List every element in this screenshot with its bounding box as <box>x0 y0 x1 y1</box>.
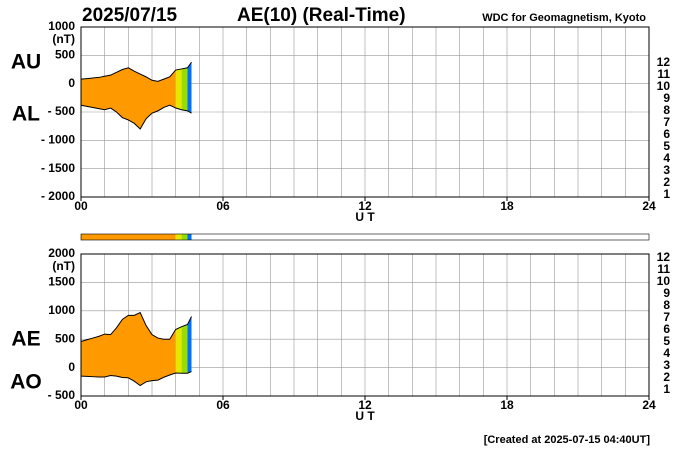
series-line <box>80 61 192 82</box>
x-tick-label: 18 <box>500 398 514 412</box>
x-tick-label: 18 <box>500 199 514 213</box>
legend-label: 4 <box>663 151 670 165</box>
x-tick-label: 06 <box>216 398 230 412</box>
legend-label: 11 <box>657 67 670 81</box>
y-tick-label: - 1500 <box>41 161 75 175</box>
y-tick-label: 500 <box>55 48 75 62</box>
date: 2025/07/15 <box>82 5 178 26</box>
legend-label: 6 <box>663 127 670 141</box>
series-line <box>80 371 192 387</box>
y-tick-label: 1000 <box>48 19 75 33</box>
coverage-strip <box>187 234 192 240</box>
source: WDC for Geomagnetism, Kyoto <box>482 12 646 24</box>
x-axis-label: U T <box>355 409 375 423</box>
coverage-strip <box>81 234 176 240</box>
title: AE(10) (Real-Time) <box>237 5 406 26</box>
y-tick-label: 0 <box>68 360 75 374</box>
series-line <box>80 311 192 342</box>
coverage-fill <box>181 62 188 130</box>
x-tick-label: 00 <box>74 398 88 412</box>
series-line <box>80 104 192 130</box>
legend-label: 8 <box>663 298 670 312</box>
legend-label: 12 <box>657 250 671 264</box>
coverage-strip <box>175 234 182 240</box>
legend-label: 6 <box>663 322 670 336</box>
x-axis-label: U T <box>355 210 375 224</box>
coverage-fill <box>181 312 188 386</box>
y-tick-label: 1000 <box>48 303 75 317</box>
x-tick-label: 06 <box>216 199 230 213</box>
y-tick-label: - 2000 <box>41 189 75 203</box>
coverage-fill <box>187 62 192 130</box>
legend-label: 4 <box>663 346 670 360</box>
coverage-fill <box>187 312 192 386</box>
coverage-strip <box>181 234 188 240</box>
plot-frame <box>80 253 650 397</box>
y-tick-label: 500 <box>55 331 75 345</box>
y-tick-label: - 500 <box>48 104 76 118</box>
legend-label: 5 <box>663 139 670 153</box>
series-label: AL <box>12 103 40 126</box>
coverage-fill <box>175 312 182 386</box>
x-tick-label: 00 <box>74 199 88 213</box>
y-tick-label: 0 <box>68 76 75 90</box>
legend-label: 2 <box>663 175 670 189</box>
x-tick-label: 24 <box>642 199 656 213</box>
strip-frame <box>80 233 650 241</box>
legend-label: 3 <box>663 163 670 177</box>
legend-label: 7 <box>663 310 670 324</box>
series-label: AE <box>11 328 40 351</box>
legend-label: 1 <box>663 187 670 201</box>
x-tick-label: 12 <box>358 398 372 412</box>
legend-label: 12 <box>657 55 671 69</box>
legend-label: 8 <box>663 103 670 117</box>
legend-label: 10 <box>657 79 671 93</box>
legend-label: 7 <box>663 115 670 129</box>
y-tick-label: - 1000 <box>41 133 75 147</box>
y-tick-label: 2000 <box>48 246 75 260</box>
legend-label: 2 <box>663 370 670 384</box>
legend-label: 10 <box>657 274 671 288</box>
y-tick-label: 1500 <box>48 275 75 289</box>
footer: [Created at 2025-07-15 04:40UT] <box>484 434 651 446</box>
legend-label: 9 <box>663 286 670 300</box>
legend-label: 1 <box>663 382 670 396</box>
coverage-fill <box>175 62 182 130</box>
x-tick-label: 12 <box>358 199 372 213</box>
x-tick-label: 24 <box>642 398 656 412</box>
legend-label: 3 <box>663 358 670 372</box>
y-tick-label: - 500 <box>48 388 76 402</box>
y-unit: (nT) <box>52 32 75 46</box>
y-unit: (nT) <box>52 259 75 273</box>
legend-label: 5 <box>663 334 670 348</box>
series-label: AO <box>10 371 42 394</box>
series-label: AU <box>11 51 41 74</box>
legend-label: 11 <box>657 262 670 276</box>
plot-frame <box>80 26 650 198</box>
legend-label: 9 <box>663 91 670 105</box>
